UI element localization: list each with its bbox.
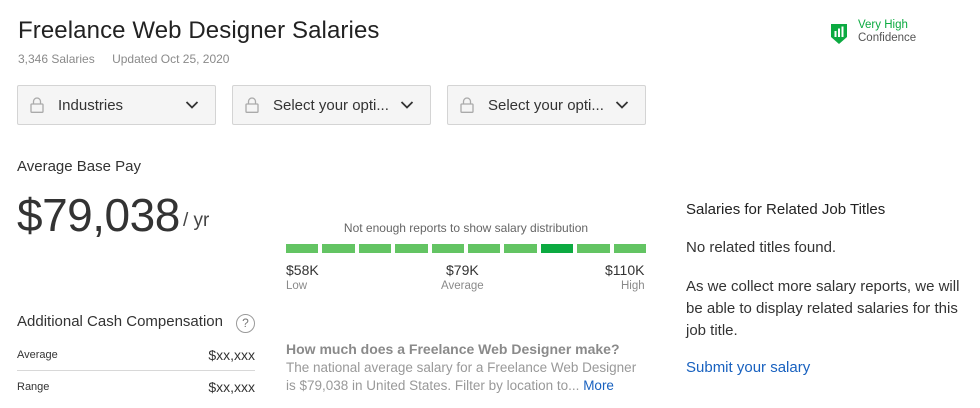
bar-segment (468, 244, 501, 253)
bar-segment (504, 244, 537, 253)
comp-row-label: Range (17, 381, 50, 393)
filter-dropdown-2[interactable]: Select your opti... (232, 85, 431, 125)
confidence-level: Very High (858, 19, 908, 31)
low-value: $58K (286, 262, 319, 278)
lock-icon (460, 97, 474, 113)
chevron-down-icon (615, 101, 629, 109)
faq-answer-text: The national average salary for a Freela… (286, 360, 637, 393)
average-value: $79K (446, 262, 479, 278)
bar-segment (395, 244, 428, 253)
comp-row-label: Average (17, 349, 58, 361)
lock-icon (30, 97, 44, 113)
faq-question: How much does a Freelance Web Designer m… (286, 341, 620, 357)
bar-segment (540, 244, 574, 253)
high-value: $110K (605, 262, 645, 278)
industries-dropdown[interactable]: Industries (17, 85, 216, 125)
chevron-down-icon (400, 101, 414, 109)
bar-segment (613, 244, 647, 253)
lock-icon (245, 97, 259, 113)
bar-segment (358, 244, 392, 253)
comp-row-average: Average $xx,xxx (17, 343, 255, 367)
faq-answer: The national average salary for a Freela… (286, 359, 646, 395)
divider (17, 370, 255, 371)
related-description: As we collect more salary reports, we wi… (686, 278, 960, 339)
confidence-badge: Very High Confidence (830, 19, 916, 45)
salary-count: 3,346 Salaries (18, 52, 95, 66)
confidence-label: Confidence (858, 32, 917, 44)
related-empty-message: No related titles found. (686, 239, 837, 256)
average-base-pay-amount: $79,038 (17, 189, 180, 241)
shield-bars-icon (831, 24, 847, 44)
dropdown-label: Industries (58, 96, 124, 114)
low-label: Low (286, 280, 308, 292)
more-link[interactable]: More (583, 378, 614, 393)
comp-row-range: Range $xx,xxx (17, 375, 255, 399)
bar-segment (286, 244, 319, 253)
related-titles-heading: Salaries for Related Job Titles (686, 201, 886, 218)
distribution-note: Not enough reports to show salary distri… (343, 221, 589, 235)
bar-segment (577, 244, 610, 253)
updated-date: Updated Oct 25, 2020 (112, 52, 230, 66)
salary-meta: 3,346 Salaries Updated Oct 25, 2020 (18, 52, 229, 66)
bar-segment (322, 244, 355, 253)
submit-salary-link[interactable]: Submit your salary (686, 359, 811, 376)
help-icon[interactable]: ? (236, 314, 255, 333)
bar-segment (431, 244, 465, 253)
salary-range-bar (286, 244, 647, 253)
comp-row-value: $xx,xxx (208, 347, 255, 363)
chevron-down-icon (185, 101, 199, 109)
dropdown-label: Select your opti... (488, 96, 604, 114)
page-title: Freelance Web Designer Salaries (18, 17, 380, 44)
pay-unit: / yr (183, 210, 210, 231)
comp-row-value: $xx,xxx (208, 379, 255, 395)
additional-cash-comp-label: Additional Cash Compensation (17, 313, 223, 330)
high-label: High (621, 280, 645, 292)
dropdown-label: Select your opti... (273, 96, 389, 114)
average-base-pay-label: Average Base Pay (17, 158, 141, 175)
average-label: Average (441, 280, 484, 292)
confidence-text: Very High Confidence (858, 19, 916, 45)
filter-dropdown-3[interactable]: Select your opti... (447, 85, 646, 125)
